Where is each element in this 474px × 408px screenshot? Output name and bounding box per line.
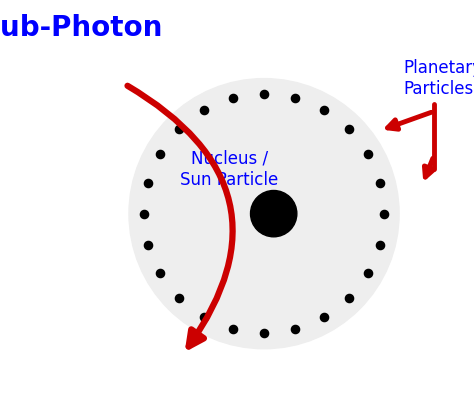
Text: Planetary
Particles: Planetary Particles bbox=[403, 59, 474, 98]
Circle shape bbox=[251, 191, 297, 237]
Point bbox=[229, 95, 237, 101]
Point bbox=[364, 270, 372, 277]
Point bbox=[201, 314, 208, 321]
Text: Nucleus /
Sun Particle: Nucleus / Sun Particle bbox=[180, 150, 278, 188]
Point bbox=[291, 326, 299, 333]
Point bbox=[156, 270, 164, 277]
Point bbox=[345, 126, 353, 132]
Point bbox=[380, 211, 387, 217]
Text: Sub-Photon: Sub-Photon bbox=[0, 13, 162, 42]
Point bbox=[376, 180, 383, 186]
Point bbox=[176, 126, 183, 132]
Point bbox=[141, 211, 148, 217]
Point bbox=[291, 95, 299, 101]
Point bbox=[260, 330, 268, 337]
Point bbox=[260, 91, 268, 97]
Point bbox=[145, 180, 152, 186]
Point bbox=[201, 107, 208, 113]
Point bbox=[364, 151, 372, 157]
Point bbox=[320, 314, 328, 321]
Point bbox=[345, 295, 353, 302]
Point bbox=[176, 295, 183, 302]
Point bbox=[320, 107, 328, 113]
Point bbox=[376, 242, 383, 248]
Circle shape bbox=[129, 79, 399, 349]
Point bbox=[156, 151, 164, 157]
Point bbox=[229, 326, 237, 333]
Point bbox=[145, 242, 152, 248]
